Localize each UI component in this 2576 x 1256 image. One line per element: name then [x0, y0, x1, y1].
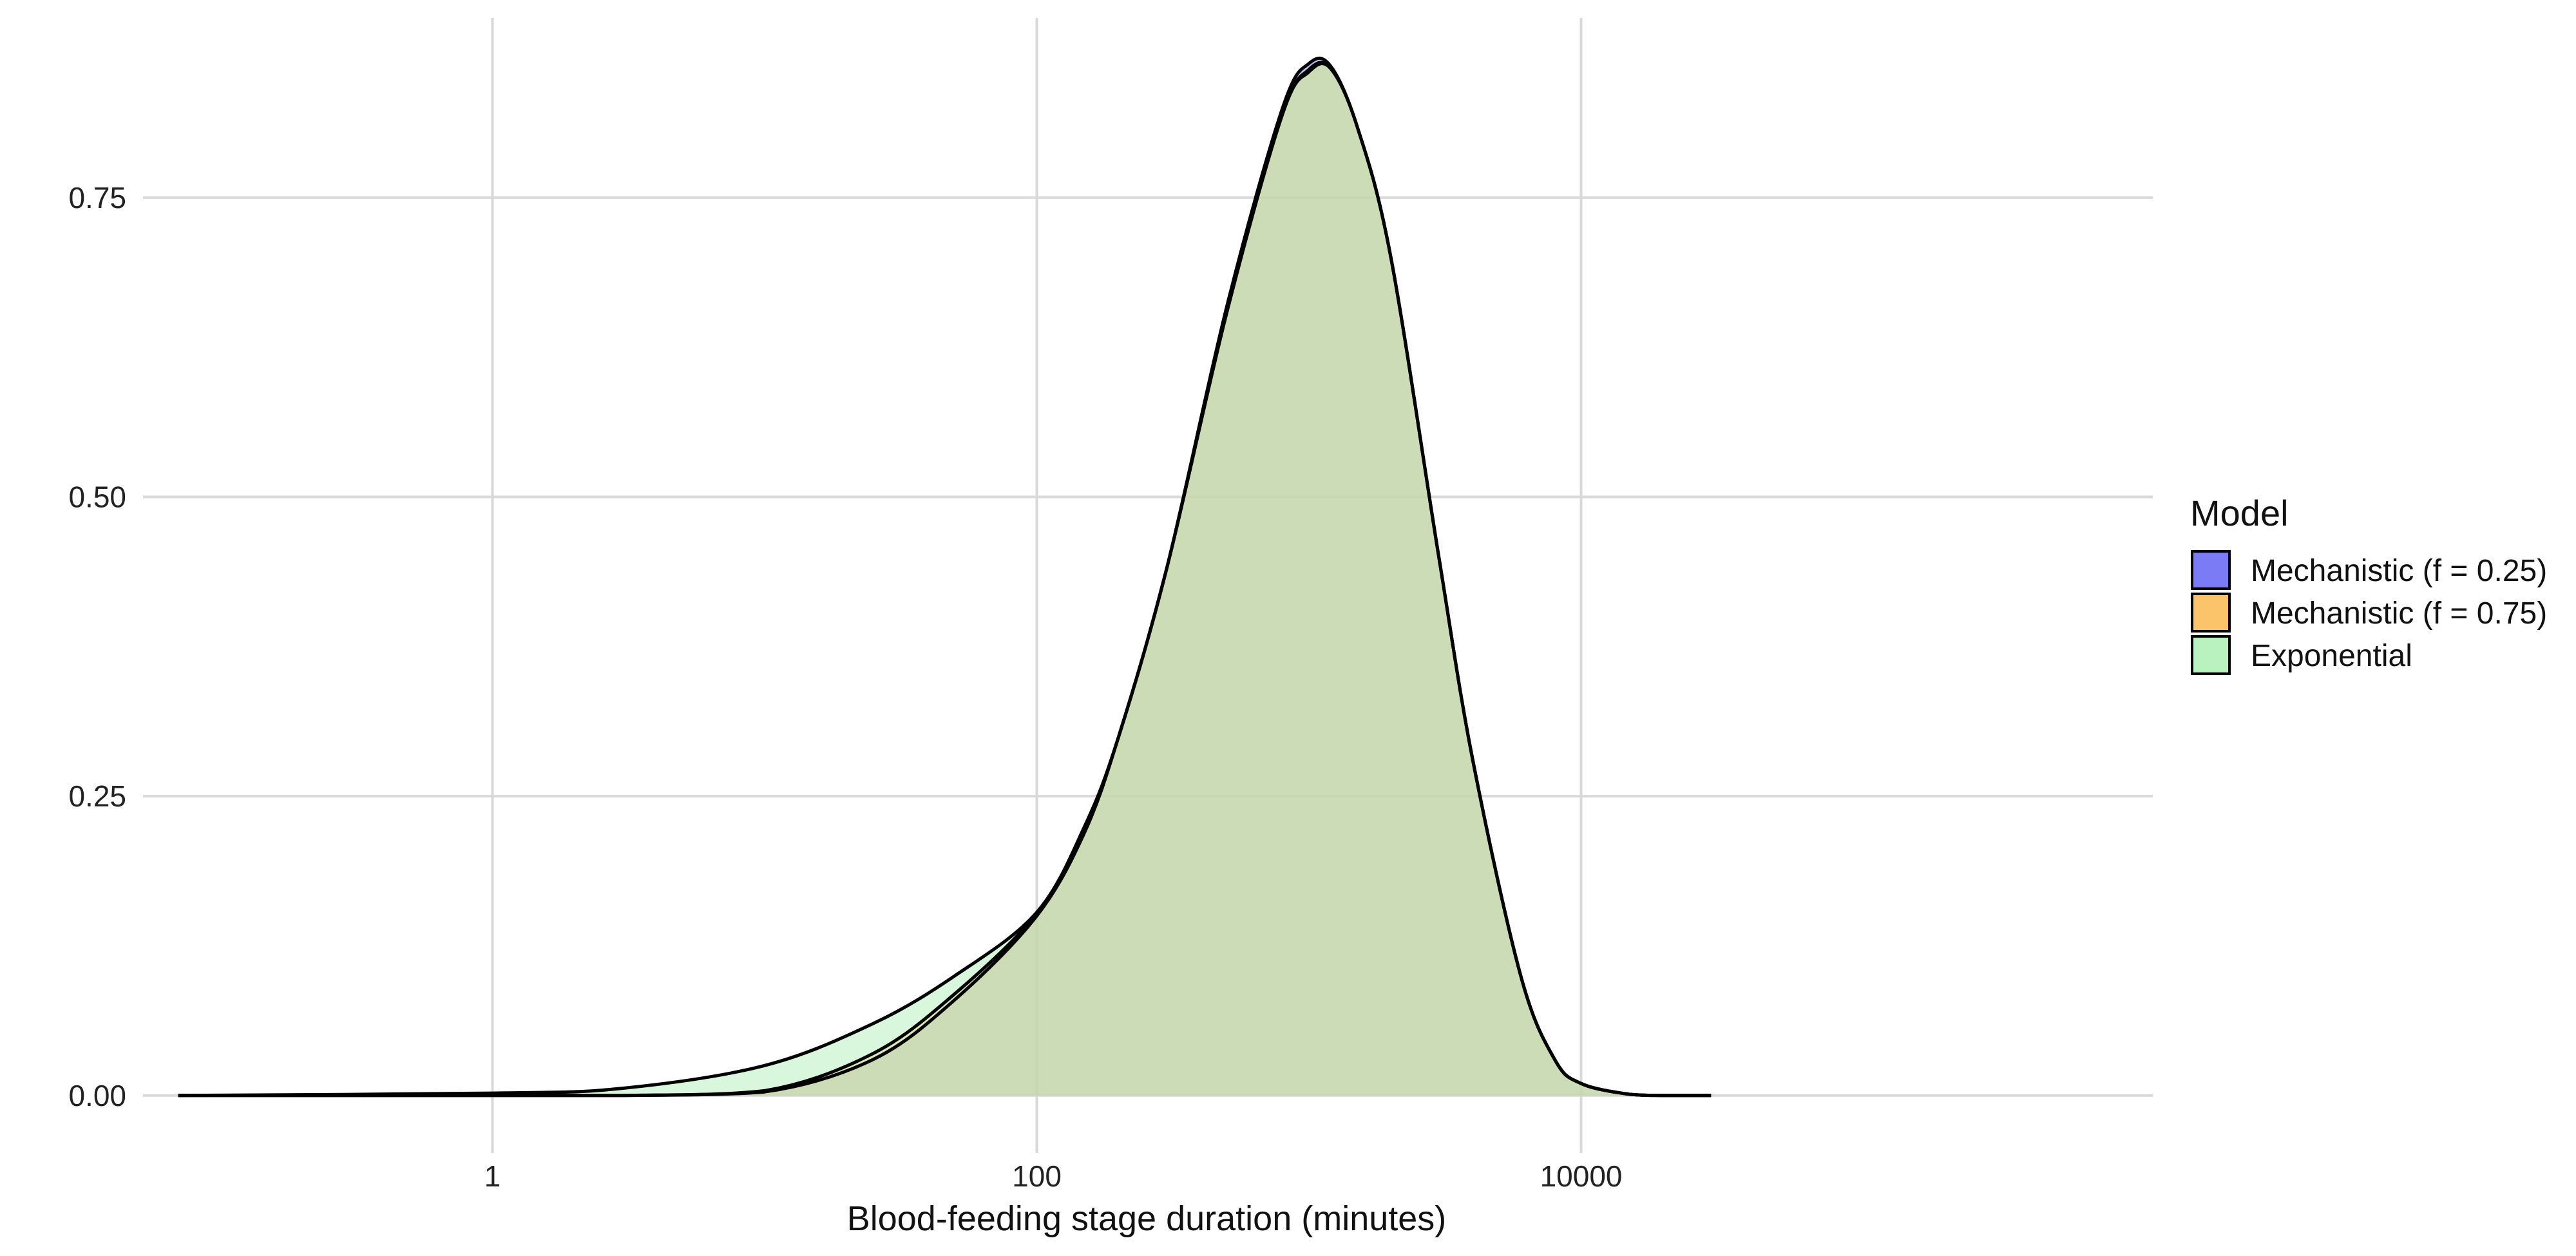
legend-label-mechanistic-f075: Mechanistic (f = 0.75): [2251, 596, 2547, 631]
line-exponential: [178, 62, 1712, 1098]
legend-swatch-exponential: [2191, 635, 2231, 675]
legend-label-mechanistic-f025: Mechanistic (f = 0.25): [2251, 554, 2547, 588]
y-tick-label: 0.25: [68, 779, 126, 813]
x-tick-label: 10000: [1540, 1159, 1623, 1193]
y-tick-label: 0.50: [68, 480, 126, 513]
density-lines: [178, 56, 1712, 1098]
x-axis-title: Blood-feeding stage duration (minutes): [847, 1199, 1447, 1238]
y-tick-labels: 0.00 0.25 0.50 0.75: [68, 181, 126, 1112]
legend-swatch-mechanistic-f025: [2191, 550, 2231, 590]
x-tick-labels: 1 100 10000: [484, 1159, 1623, 1193]
legend-items: Mechanistic (f = 0.25) Mechanistic (f = 0…: [2191, 550, 2547, 675]
area-exponential: [178, 63, 1712, 1096]
x-tick-label: 100: [1012, 1159, 1062, 1193]
legend: Model Mechanistic (f = 0.25)Mechanistic …: [2190, 493, 2547, 675]
y-tick-label: 0.75: [68, 181, 126, 214]
legend-swatch-mechanistic-f075: [2191, 593, 2231, 633]
density-areas: [178, 58, 1712, 1096]
y-tick-label: 0.00: [68, 1079, 126, 1112]
x-tick-label: 1: [484, 1159, 501, 1193]
legend-title: Model: [2190, 493, 2289, 533]
legend-label-exponential: Exponential: [2251, 639, 2412, 673]
